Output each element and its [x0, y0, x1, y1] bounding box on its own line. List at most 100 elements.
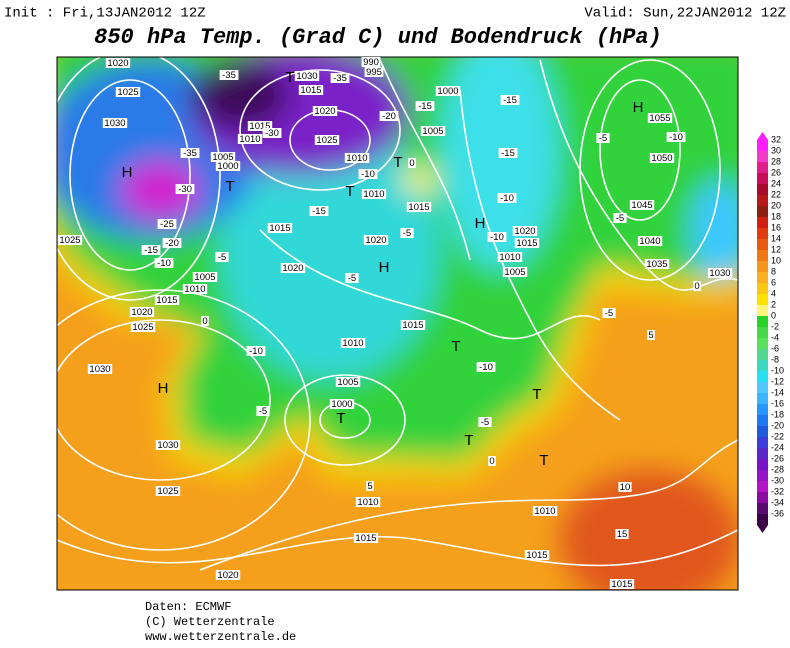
colorbar-segment [757, 140, 768, 151]
isobar-label-box [215, 161, 241, 171]
isobar-label-box [267, 223, 293, 233]
temperature-label-box [379, 111, 399, 121]
colorbar-tick-label: -18 [771, 409, 784, 419]
isobar-label-box [340, 338, 366, 348]
temperature-label: -5 [259, 406, 267, 417]
colorbar-segment [757, 239, 768, 250]
temperature-label: -15 [503, 95, 517, 106]
temperature-label-box [141, 245, 161, 255]
isobar-label-box [155, 486, 181, 496]
colorbar-segment [757, 470, 768, 481]
temperature-label: 0 [694, 281, 699, 292]
colorbar-segment [757, 437, 768, 448]
temperature-label: 5 [367, 481, 372, 492]
colorbar-cap [757, 132, 768, 140]
isobar-label: 1020 [107, 58, 128, 69]
temperature-label: -10 [361, 169, 375, 180]
colorbar-segment [757, 371, 768, 382]
temperature-label: -30 [265, 128, 279, 139]
isobar-label: 1015 [249, 121, 270, 132]
isobar-label-box [210, 152, 236, 162]
colorbar-tick-label: 26 [771, 167, 781, 177]
temperature-label: -30 [178, 184, 192, 195]
isobar-label: 1010 [346, 153, 367, 164]
isobar-label-box [644, 259, 670, 269]
temperature-label-box [256, 406, 270, 416]
temperature-label-box [309, 206, 329, 216]
isobar-label-box [192, 272, 218, 282]
isobar-label: 1050 [651, 153, 672, 164]
temperature-label: -35 [183, 148, 197, 159]
isobar-label: 1025 [59, 235, 80, 246]
isobar-label-box [129, 307, 155, 317]
colorbar-segment [757, 305, 768, 316]
temperature-label-box [487, 232, 507, 242]
isobar-label-box [361, 57, 381, 67]
isobar-label-box [105, 58, 131, 68]
isobar-label: 1030 [89, 364, 110, 375]
isobar-label-box [406, 202, 432, 212]
temperature-label-box [498, 148, 518, 158]
temperature-label-box [262, 128, 282, 138]
isobar-label: 1010 [534, 506, 555, 517]
isobar-label: 1010 [357, 497, 378, 508]
colorbar-segment [757, 481, 768, 492]
isobar-label: 1015 [526, 550, 547, 561]
colorbar-tick-label: -32 [771, 486, 784, 496]
isobar-label: 1015 [402, 320, 423, 331]
isobar-label-box [155, 440, 181, 450]
isobar-label: 1030 [157, 440, 178, 451]
isobar-label-box [182, 284, 208, 294]
isobar-label: 1040 [639, 236, 660, 247]
colorbar-segment [757, 404, 768, 415]
isobar-label-box [215, 570, 241, 580]
colorbar-tick-label: -10 [771, 365, 784, 375]
colorbar-segment [757, 217, 768, 228]
map-frame [56, 56, 739, 591]
isobar-label-box [154, 295, 180, 305]
isobar-label: 1000 [331, 399, 352, 410]
temperature-label-box [647, 330, 655, 340]
isobar-label-box [609, 579, 635, 589]
temperature-label: -10 [669, 132, 683, 143]
isobar-label-box [400, 320, 426, 330]
colorbar-tick-label: 30 [771, 145, 781, 155]
credit-line: (C) Wetterzentrale [145, 615, 275, 629]
temperature-label: -20 [165, 238, 179, 249]
pressure-center: T [285, 69, 294, 86]
colorbar-tick-label: 14 [771, 233, 781, 243]
colorbar-tick-label: -6 [771, 343, 779, 353]
colorbar-segment [757, 492, 768, 503]
isobar-label-box [355, 497, 381, 507]
temperature-label-box [215, 252, 229, 262]
colorbar-segment [757, 448, 768, 459]
isobar-label: 1010 [184, 284, 205, 295]
isobar-label: 1015 [300, 85, 321, 96]
isobar-label-box [524, 550, 550, 560]
isobar-label-box [637, 236, 663, 246]
isobar-label-box [57, 235, 83, 245]
temperature-label-box [408, 158, 416, 168]
colorbar-segment [757, 514, 768, 525]
colorbar-tick-label: -20 [771, 420, 784, 430]
colorbar-segment [757, 316, 768, 327]
isobar-label: 1055 [649, 113, 670, 124]
isobar-label: 1005 [194, 272, 215, 283]
colorbar-tick-label: 2 [771, 299, 776, 309]
isobar-label-box [497, 252, 523, 262]
colorbar-segment [757, 327, 768, 338]
colorbar-tick-label: 20 [771, 200, 781, 210]
colorbar-tick-label: -16 [771, 398, 784, 408]
pressure-center: T [393, 154, 402, 171]
temperature-label-box [330, 73, 350, 83]
temperature-label: 15 [617, 529, 628, 540]
colorbar-tick-label: 22 [771, 189, 781, 199]
colorbar-segment [757, 184, 768, 195]
temperature-label-box [180, 148, 200, 158]
pressure-center: T [345, 183, 354, 200]
pressure-center: T [539, 452, 548, 469]
isobar-label: 1025 [117, 87, 138, 98]
temperature-label: -15 [144, 245, 158, 256]
temperature-label-box [162, 238, 182, 248]
